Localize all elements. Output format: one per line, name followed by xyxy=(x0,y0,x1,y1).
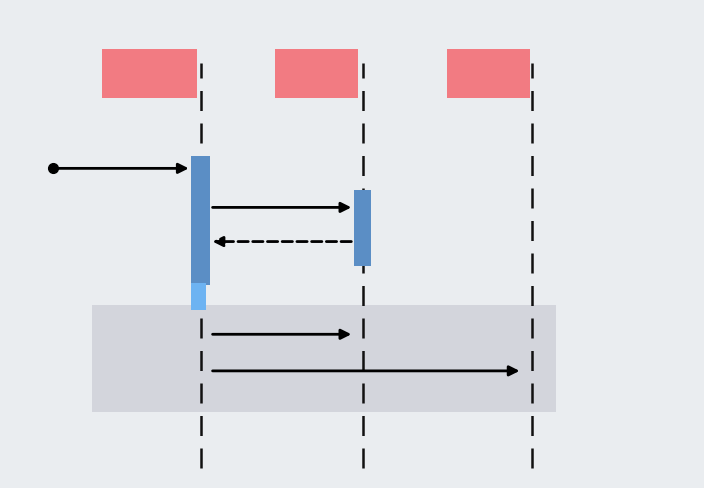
Bar xyxy=(102,49,197,98)
Bar xyxy=(92,305,556,412)
Bar xyxy=(191,283,206,310)
Bar xyxy=(447,49,530,98)
Bar xyxy=(191,156,210,285)
Bar xyxy=(354,190,371,266)
Bar xyxy=(275,49,358,98)
